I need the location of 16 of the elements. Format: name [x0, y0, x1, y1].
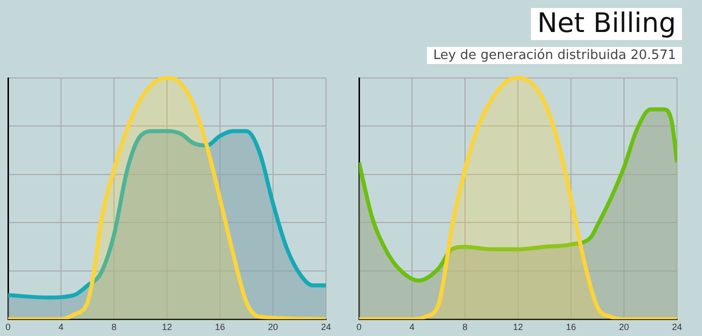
x-tick-label: 24 [320, 322, 332, 332]
x-tick-label: 16 [566, 322, 576, 332]
chart-subtitle: Ley de generación distribuida 20.571 [427, 47, 682, 64]
x-tick-label: 20 [268, 322, 278, 332]
x-tick-label: 0 [356, 322, 362, 332]
chart-title: Net Billing [531, 8, 682, 40]
x-tick-label: 16 [214, 322, 226, 332]
x-tick-label: 12 [162, 322, 172, 332]
x-tick-label: 4 [58, 322, 64, 332]
x-tick-label: 24 [672, 322, 682, 332]
x-tick-label: 12 [512, 322, 524, 332]
x-tick-label: 8 [462, 322, 468, 332]
x-tick-label: 4 [409, 322, 415, 332]
x-tick-label: 0 [5, 322, 11, 332]
x-tick-label: 20 [618, 322, 630, 332]
x-tick-label: 8 [111, 322, 117, 332]
